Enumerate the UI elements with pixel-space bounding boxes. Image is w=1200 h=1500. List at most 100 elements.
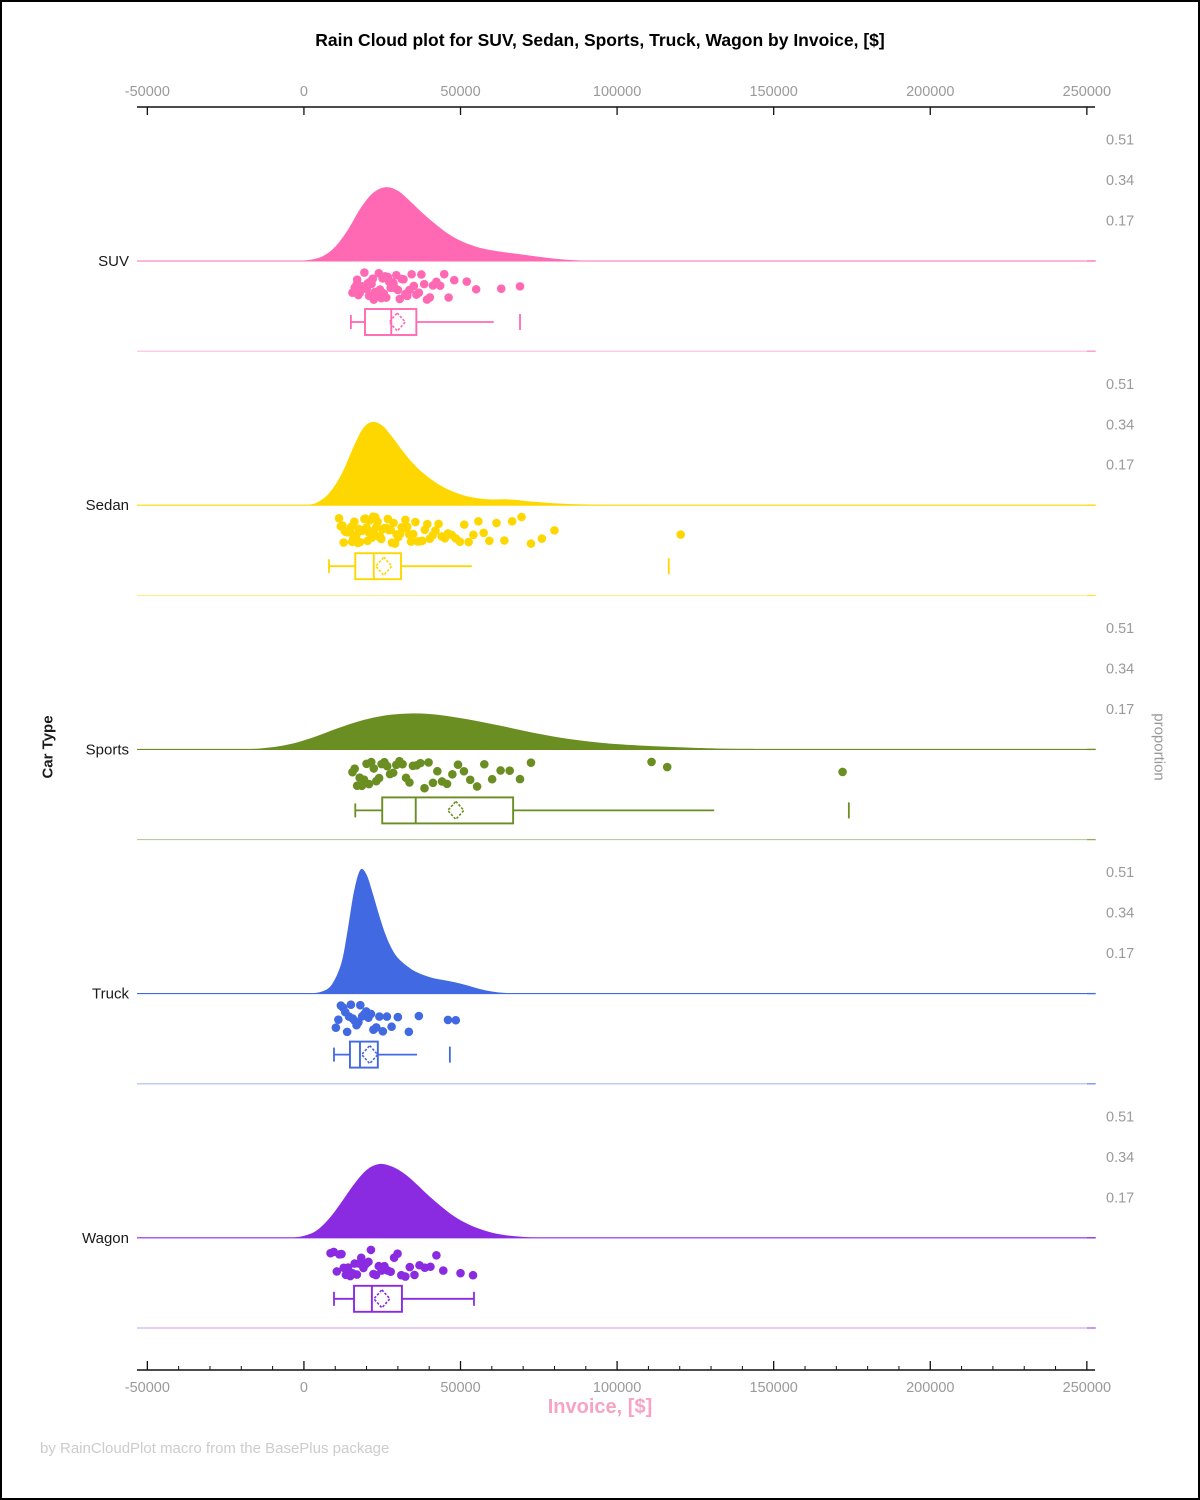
category-label-suv: SUV bbox=[98, 253, 129, 270]
scatter-point bbox=[431, 526, 440, 535]
scatter-point bbox=[496, 284, 506, 293]
scatter-point bbox=[352, 1270, 362, 1279]
scatter-point bbox=[455, 537, 465, 546]
scatter-point bbox=[550, 526, 559, 535]
box-iqr bbox=[381, 796, 515, 825]
scatter-point bbox=[342, 1027, 352, 1037]
scatter-point bbox=[337, 1249, 346, 1259]
scatter-point bbox=[386, 525, 395, 535]
scatter-point bbox=[414, 1011, 424, 1021]
scatter-point bbox=[401, 515, 410, 525]
scatter-point bbox=[474, 517, 483, 526]
proportion-tick-label: 0.34 bbox=[1106, 417, 1134, 433]
bottom-axis-tick-label: 150000 bbox=[749, 1380, 797, 1396]
scatter-point bbox=[378, 1027, 388, 1036]
scatter-point bbox=[515, 774, 525, 784]
scatter-point bbox=[382, 761, 392, 771]
category-label-sports: Sports bbox=[86, 741, 129, 758]
box-iqr bbox=[353, 1284, 403, 1313]
scatter-point bbox=[444, 293, 453, 302]
scatter-point bbox=[389, 518, 398, 528]
scatter-point bbox=[471, 284, 481, 294]
scatter-point bbox=[537, 534, 547, 543]
scatter-point bbox=[352, 275, 362, 284]
scatter-point bbox=[393, 1249, 402, 1258]
scatter-point bbox=[404, 1027, 414, 1037]
scatter-point bbox=[464, 537, 473, 547]
proportion-tick-label: 0.51 bbox=[1106, 621, 1134, 637]
scatter-point bbox=[373, 517, 382, 526]
scatter-point bbox=[332, 1267, 342, 1276]
bottom-axis-tick-label: 200000 bbox=[906, 1380, 954, 1396]
scatter-point bbox=[456, 1268, 465, 1278]
attribution-note: by RainCloudPlot macro from the BasePlus… bbox=[40, 1440, 390, 1457]
proportion-tick-label: 0.17 bbox=[1106, 214, 1134, 230]
scatter-point bbox=[662, 762, 672, 772]
scatter-point bbox=[838, 767, 847, 777]
proportion-tick-label: 0.17 bbox=[1106, 946, 1134, 962]
scatter-point bbox=[676, 530, 685, 539]
scatter-point bbox=[448, 770, 457, 779]
y-axis-title: Car Type bbox=[39, 715, 57, 779]
scatter-point bbox=[425, 293, 435, 302]
proportion-tick-label: 0.51 bbox=[1106, 377, 1134, 393]
scatter-point bbox=[449, 275, 459, 285]
category-label-sedan: Sedan bbox=[86, 497, 129, 514]
scatter-point bbox=[411, 517, 420, 527]
proportion-tick-label: 0.17 bbox=[1106, 1190, 1134, 1206]
scatter-point bbox=[356, 1253, 366, 1263]
top-axis-tick-label: 50000 bbox=[440, 84, 480, 100]
chart-title: Rain Cloud plot for SUV, Sedan, Sports, … bbox=[315, 30, 885, 50]
box-iqr bbox=[349, 1040, 379, 1069]
scatter-point bbox=[505, 766, 514, 776]
scatter-point bbox=[438, 1266, 448, 1275]
scatter-point bbox=[432, 1250, 441, 1260]
scatter-point bbox=[399, 275, 408, 284]
scatter-point bbox=[376, 534, 386, 544]
top-axis-tick-label: 0 bbox=[300, 84, 308, 100]
scatter-point bbox=[407, 269, 416, 279]
scatter-point bbox=[417, 270, 426, 279]
scatter-point bbox=[424, 758, 433, 767]
top-axis-tick-label: 100000 bbox=[593, 84, 641, 100]
scatter-point bbox=[401, 1272, 410, 1281]
bottom-axis-tick-label: 50000 bbox=[440, 1380, 480, 1396]
scatter-point bbox=[402, 522, 412, 532]
scatter-point bbox=[443, 1015, 453, 1025]
proportion-tick-label: 0.34 bbox=[1106, 1150, 1134, 1166]
scatter-point bbox=[355, 1000, 365, 1010]
scatter-point bbox=[408, 529, 418, 539]
density-area-wagon bbox=[291, 1163, 549, 1238]
bottom-axis-tick-label: 100000 bbox=[593, 1380, 641, 1396]
scatter-point bbox=[369, 764, 379, 773]
scatter-point bbox=[479, 528, 488, 538]
density-area-truck bbox=[310, 868, 517, 994]
scatter-point bbox=[334, 1015, 343, 1024]
scatter-point bbox=[442, 779, 452, 789]
scatter-point bbox=[419, 279, 429, 289]
scatter-point bbox=[405, 1262, 415, 1272]
density-area-suv bbox=[297, 187, 602, 261]
box-iqr bbox=[354, 552, 402, 581]
scatter-point bbox=[459, 520, 469, 529]
category-label-wagon: Wagon bbox=[82, 1230, 129, 1247]
bottom-axis-tick-label: 250000 bbox=[1063, 1380, 1111, 1396]
scatter-point bbox=[426, 1262, 435, 1272]
scatter-point bbox=[374, 773, 384, 783]
scatter-point bbox=[375, 1012, 384, 1021]
scatter-point bbox=[423, 519, 432, 529]
scatter-point bbox=[393, 285, 403, 295]
bottom-axis-tick-label: -50000 bbox=[125, 1380, 170, 1396]
scatter-point bbox=[418, 536, 427, 546]
scatter-point bbox=[469, 530, 478, 540]
scatter-point bbox=[355, 537, 365, 547]
top-axis-tick-label: 200000 bbox=[906, 84, 954, 100]
scatter-point bbox=[331, 1023, 341, 1033]
scatter-point bbox=[350, 517, 359, 527]
scatter-point bbox=[453, 760, 463, 770]
density-area-sedan bbox=[303, 421, 680, 506]
x-axis-title: Invoice, [$] bbox=[547, 1396, 653, 1418]
scatter-point bbox=[339, 538, 348, 547]
scatter-point bbox=[368, 274, 378, 283]
